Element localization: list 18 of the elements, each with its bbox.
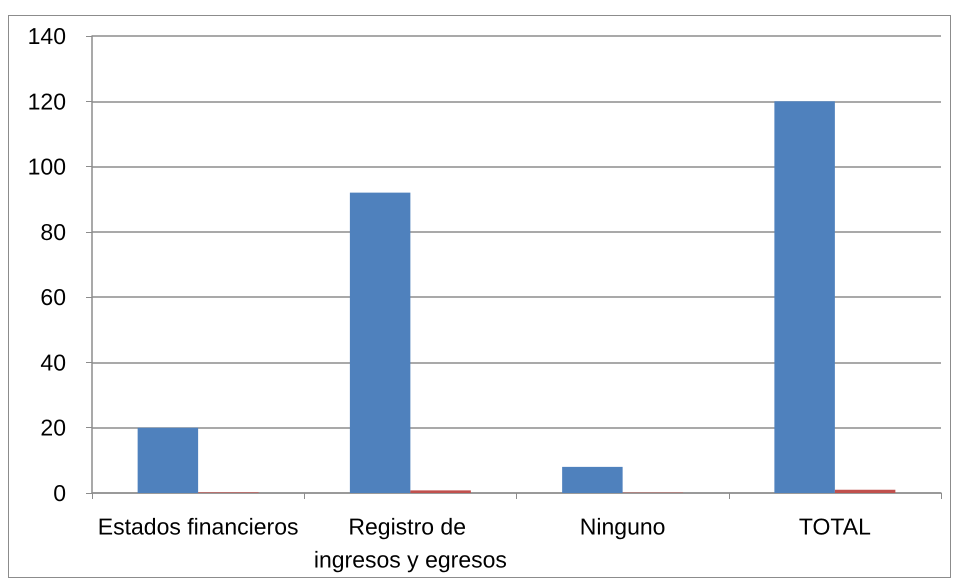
y-tick-label: 20: [40, 414, 66, 441]
y-tick-label: 60: [40, 284, 66, 310]
bar: [774, 101, 835, 493]
bar: [834, 490, 896, 493]
y-tick-label: 80: [40, 218, 66, 245]
bar: [562, 466, 623, 493]
y-tick-label: 140: [28, 23, 66, 49]
bar: [138, 428, 198, 493]
y-tick-label: 40: [40, 349, 66, 376]
bar: [410, 490, 471, 493]
x-tick-label: Registro de ingresos y egresos: [314, 514, 507, 572]
y-tick-label: 120: [28, 88, 66, 114]
y-tick-label: 100: [28, 154, 66, 180]
bar: [350, 192, 410, 493]
x-tick-label: Estados financieros: [98, 514, 298, 540]
x-tick-label: Ninguno: [580, 514, 666, 540]
y-tick-label: 0: [53, 480, 66, 506]
x-tick-label: TOTAL: [798, 514, 872, 540]
